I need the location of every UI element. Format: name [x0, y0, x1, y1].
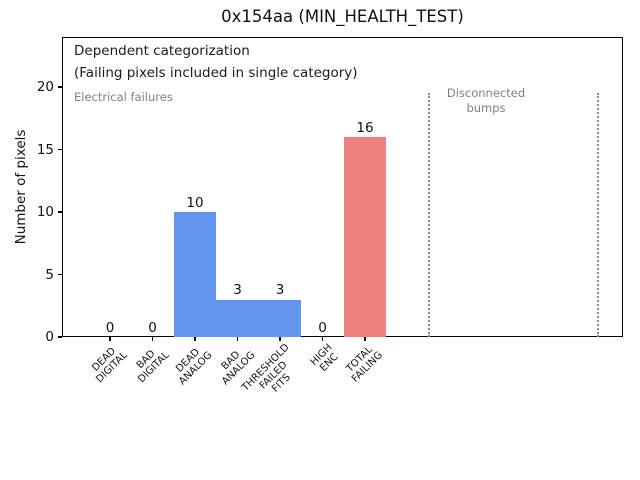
- x-tick: [109, 337, 111, 341]
- bar-value-label: 3: [275, 282, 285, 298]
- bar-value-label: 16: [356, 119, 374, 136]
- x-tick: [279, 337, 281, 341]
- bar: [258, 299, 302, 337]
- y-tick-label: 0: [45, 329, 54, 345]
- y-tick-label: 5: [45, 266, 54, 283]
- bar: [343, 137, 387, 337]
- y-tick: [58, 273, 62, 276]
- bar-value-label: 0: [318, 319, 327, 336]
- x-tick-label: HIGH ENC: [308, 342, 341, 375]
- bar-value-label: 3: [233, 282, 242, 298]
- y-tick-label: 20: [36, 79, 54, 95]
- y-tick: [58, 336, 62, 338]
- bar-value-label: 10: [186, 194, 204, 211]
- x-tick: [151, 337, 154, 341]
- chart-title: 0x154aa (MIN_HEALTH_TEST): [221, 7, 464, 26]
- bar-value-label: 0: [105, 319, 115, 336]
- annotation-text: Electrical failures: [74, 90, 173, 104]
- x-tick: [364, 337, 366, 341]
- y-tick: [58, 86, 62, 88]
- y-tick: [58, 211, 62, 213]
- y-tick-label: 10: [36, 204, 54, 220]
- bar: [173, 212, 217, 337]
- plot-area: [62, 37, 623, 337]
- x-tick: [194, 337, 196, 341]
- annotation-text: (Failing pixels included in single categ…: [74, 64, 358, 81]
- x-tick-label: DEAD ANALOG: [174, 346, 215, 388]
- divider-dotted-line: [597, 93, 599, 337]
- x-tick-label: DEAD DIGITAL: [90, 345, 130, 386]
- x-tick: [321, 337, 324, 341]
- y-tick: [58, 148, 62, 151]
- x-tick-label: BAD DIGITAL: [135, 348, 173, 386]
- annotation-text: Disconnected bumps: [446, 86, 526, 115]
- divider-dotted-line: [428, 93, 430, 337]
- x-tick-label: TOTAL FAILING: [344, 344, 385, 385]
- bar: [216, 299, 259, 337]
- annotation-text: Dependent categorization: [74, 43, 250, 59]
- x-tick: [236, 337, 239, 341]
- y-tick-label: 15: [36, 141, 54, 158]
- bar-value-label: 0: [148, 319, 157, 336]
